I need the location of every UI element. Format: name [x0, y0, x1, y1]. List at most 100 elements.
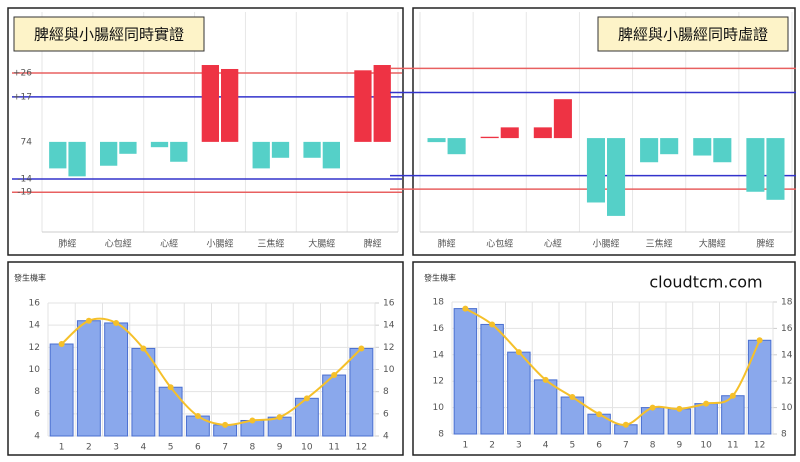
- x-tick-label: 2: [489, 441, 495, 451]
- y-tick-label: 74: [21, 137, 33, 147]
- bar: [354, 70, 372, 142]
- y-tick-label: 12: [29, 343, 40, 353]
- line-point: [276, 414, 283, 421]
- x-tick-label: 7: [222, 443, 228, 453]
- y-tick-label: 6: [34, 409, 40, 419]
- chart-title: 發生機率: [14, 273, 46, 283]
- x-tick-label: 8: [650, 441, 656, 451]
- bar: [252, 141, 270, 169]
- line-point: [542, 376, 549, 383]
- bar: [158, 386, 183, 437]
- line-point: [303, 395, 310, 402]
- bar: [349, 347, 374, 437]
- y-tick-label: 16: [433, 324, 445, 334]
- bar: [586, 138, 605, 203]
- bar: [221, 68, 239, 142]
- bar: [607, 138, 626, 216]
- y-tick-label: 14: [29, 321, 41, 331]
- x-tick-label: 3: [113, 443, 119, 453]
- bar: [104, 322, 129, 437]
- bar: [480, 136, 499, 139]
- y2-tick-label: 14: [781, 350, 793, 360]
- y-tick-label: 10: [29, 365, 41, 375]
- y2-tick-label: 12: [383, 343, 394, 353]
- line-point: [489, 321, 496, 328]
- bar: [693, 138, 712, 156]
- bar: [271, 141, 290, 158]
- line-point: [85, 317, 92, 324]
- y-tick-label: 4: [34, 432, 40, 442]
- line-point: [729, 392, 736, 399]
- bar: [713, 138, 732, 163]
- bar: [533, 379, 558, 435]
- bar: [49, 343, 74, 437]
- x-tick-label: 6: [195, 443, 201, 453]
- chart-title: 發生機率: [424, 273, 456, 283]
- bar: [150, 141, 169, 148]
- x-tick-label: 8: [250, 443, 256, 453]
- line-point: [113, 319, 120, 326]
- x-tick-label: 心經: [160, 238, 178, 250]
- y2-tick-label: 10: [383, 365, 395, 375]
- y-tick-label: 10: [433, 403, 445, 413]
- y-tick-label: +26: [13, 68, 32, 78]
- y-tick-label: -14: [17, 174, 32, 184]
- bar: [500, 127, 519, 139]
- bar: [480, 323, 504, 435]
- chart-title: 脾經與小腸經同時實證: [34, 26, 184, 44]
- x-tick-label: 三焦經: [646, 238, 673, 250]
- y-tick-label: 8: [438, 430, 444, 440]
- bar: [427, 138, 446, 143]
- x-tick-label: 4: [141, 443, 147, 453]
- chart-title: 脾經與小腸經同時虛證: [618, 26, 768, 44]
- x-tick-label: 心包經: [486, 238, 513, 250]
- x-tick-label: 7: [623, 441, 629, 451]
- y-tick-label: -19: [17, 188, 32, 198]
- line-point: [622, 421, 629, 428]
- bar: [507, 351, 531, 435]
- x-tick-label: 9: [677, 441, 683, 451]
- bar: [49, 141, 67, 169]
- x-tick-label: 5: [168, 443, 174, 453]
- line-point: [358, 345, 365, 352]
- x-tick-label: 10: [700, 441, 712, 451]
- y-tick-label: 14: [433, 350, 445, 360]
- x-tick-label: 11: [328, 443, 339, 453]
- x-tick-label: 大腸經: [699, 238, 726, 250]
- x-tick-label: 1: [463, 441, 469, 451]
- bar: [68, 141, 86, 177]
- line-point: [194, 413, 201, 420]
- x-tick-label: 心經: [544, 238, 562, 250]
- y2-tick-label: 10: [781, 403, 793, 413]
- y-tick-label: 12: [433, 377, 444, 387]
- bar: [694, 403, 718, 435]
- x-tick-label: 心包經: [105, 238, 132, 250]
- line-point: [167, 384, 174, 391]
- y-tick-label: 8: [34, 387, 40, 397]
- y2-tick-label: 18: [781, 298, 793, 308]
- bar: [322, 374, 347, 437]
- bar: [747, 339, 772, 435]
- y2-tick-label: 4: [383, 432, 389, 442]
- bar: [76, 320, 101, 437]
- x-tick-label: 三焦經: [257, 238, 284, 250]
- bar: [373, 65, 391, 142]
- bar: [99, 141, 118, 166]
- x-tick-label: 11: [727, 441, 738, 451]
- bar: [667, 408, 692, 435]
- line-point: [596, 411, 603, 418]
- title-box: [597, 16, 789, 52]
- y-tick-label: 18: [433, 298, 445, 308]
- bar: [119, 141, 137, 154]
- bar: [660, 138, 679, 155]
- y2-tick-label: 6: [383, 409, 389, 419]
- bar: [766, 138, 785, 200]
- bar: [201, 65, 219, 142]
- x-tick-label: 12: [356, 443, 367, 453]
- line-point: [676, 405, 683, 412]
- bar: [447, 138, 466, 155]
- x-tick-label: 6: [596, 441, 602, 451]
- x-tick-label: 肺經: [438, 238, 456, 250]
- line-point: [222, 421, 229, 428]
